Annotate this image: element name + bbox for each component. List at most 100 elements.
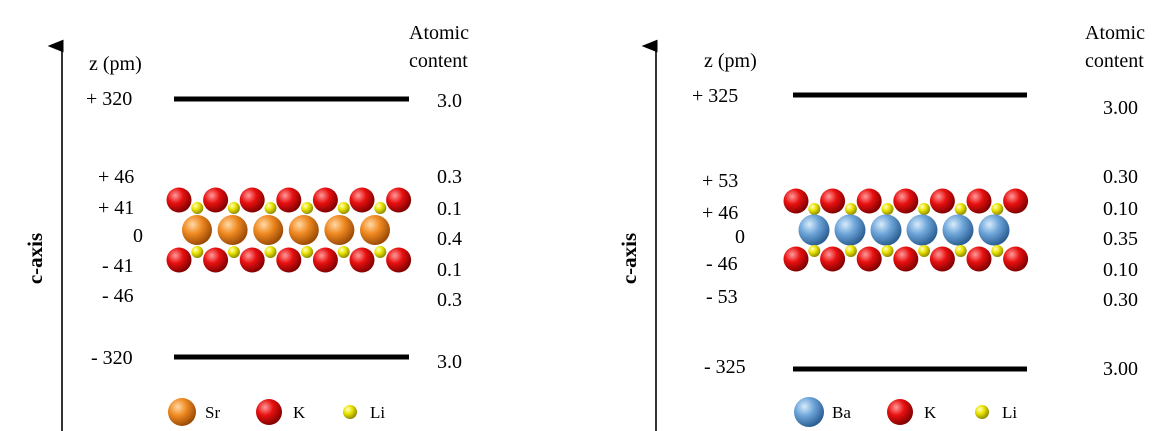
content-value: 3.0 xyxy=(437,351,462,373)
k-atom xyxy=(312,187,338,213)
k-atom xyxy=(893,188,919,214)
li-atom xyxy=(301,202,314,214)
k-atom xyxy=(386,187,412,213)
k-atom xyxy=(929,188,955,214)
atom-layer-middle xyxy=(798,214,1010,246)
ba-atom xyxy=(798,214,830,246)
li-atom xyxy=(808,203,821,215)
legend-icons xyxy=(794,397,989,427)
content-value: 0.1 xyxy=(437,259,462,281)
li-atom xyxy=(264,246,277,258)
content-value: 0.3 xyxy=(437,289,462,311)
legend-label: Li xyxy=(1002,403,1018,422)
panel-ba: c-axis z (pm) Atomic content + 325 + 53 … xyxy=(584,0,1168,431)
k-atom xyxy=(166,247,192,273)
z-value: + 53 xyxy=(702,170,739,192)
content-value: 0.30 xyxy=(1103,289,1138,311)
content-value: 3.00 xyxy=(1103,358,1138,380)
content-value: 3.0 xyxy=(437,90,462,112)
content-value: 0.1 xyxy=(437,198,462,220)
z-value: - 320 xyxy=(91,347,133,369)
li-atom-icon xyxy=(343,405,357,419)
li-atom xyxy=(374,246,387,258)
c-axis-label: c-axis xyxy=(23,232,48,285)
li-atom xyxy=(191,246,204,258)
li-atom xyxy=(227,202,240,214)
panel-sr-drawing xyxy=(47,39,412,431)
ba-atom xyxy=(978,214,1010,246)
content-value: 0.10 xyxy=(1103,198,1138,220)
z-value: - 41 xyxy=(102,255,134,277)
li-atom xyxy=(227,246,240,258)
z-header: z (pm) xyxy=(704,50,757,72)
li-atom-icon xyxy=(975,405,989,419)
sr-atom xyxy=(288,215,319,245)
k-atom xyxy=(166,187,192,213)
li-atom xyxy=(337,202,350,214)
k-atom xyxy=(349,247,375,273)
k-atom xyxy=(893,246,919,272)
z-value: + 46 xyxy=(98,166,135,188)
li-atom xyxy=(844,245,857,257)
k-atom xyxy=(312,247,338,273)
content-value: 0.10 xyxy=(1103,259,1138,281)
k-atom xyxy=(1003,246,1029,272)
k-atom xyxy=(386,247,412,273)
sr-atom xyxy=(182,215,212,245)
li-atom xyxy=(918,203,931,215)
z-value: + 46 xyxy=(702,202,739,224)
ba-atom xyxy=(906,214,938,246)
k-atom xyxy=(856,246,882,272)
k-atom xyxy=(276,187,302,213)
k-atom xyxy=(856,188,882,214)
content-value: 0.3 xyxy=(437,166,462,188)
k-atom xyxy=(966,188,992,214)
z-value: 0 xyxy=(133,225,143,247)
content-value: 0.30 xyxy=(1103,166,1138,188)
k-atom xyxy=(929,246,955,272)
li-atom xyxy=(991,203,1004,215)
z-value: - 46 xyxy=(102,285,134,307)
content-value: 0.35 xyxy=(1103,228,1138,250)
k-atom xyxy=(820,188,846,214)
z-value: + 320 xyxy=(86,88,133,110)
sr-atom xyxy=(253,215,284,245)
li-atom xyxy=(337,246,350,258)
k-atom xyxy=(349,187,375,213)
panel-ba-drawing xyxy=(641,39,1029,431)
k-atom xyxy=(203,187,229,213)
atom-layer-upper xyxy=(783,188,1029,215)
legend-label: Sr xyxy=(205,403,221,422)
z-value: + 41 xyxy=(98,197,135,219)
atom-layer-middle xyxy=(182,215,390,245)
content-header-line1: Atomic xyxy=(409,22,469,44)
k-atom xyxy=(1003,188,1029,214)
atom-layer-lower xyxy=(783,245,1029,272)
legend-label: K xyxy=(293,403,306,422)
k-atom xyxy=(239,187,265,213)
sr-atom xyxy=(217,215,248,245)
k-atom-icon xyxy=(256,399,282,425)
atom-layer-upper xyxy=(166,187,412,214)
content-value: 3.00 xyxy=(1103,97,1138,119)
k-atom xyxy=(966,246,992,272)
content-header-line2: content xyxy=(409,50,468,72)
ba-atom xyxy=(942,214,974,246)
content-value: 0.4 xyxy=(437,228,462,250)
li-atom xyxy=(808,245,821,257)
li-atom xyxy=(844,203,857,215)
z-value: - 53 xyxy=(706,286,738,308)
panel-sr: c-axis z (pm) Atomic content + 320 + 46 … xyxy=(23,22,469,431)
content-header-line1: Atomic xyxy=(1085,22,1145,44)
content-header-line2: content xyxy=(1085,50,1144,72)
li-atom xyxy=(954,203,967,215)
legend-label: Li xyxy=(370,403,386,422)
sr-atom xyxy=(360,215,390,245)
li-atom xyxy=(918,245,931,257)
z-value: - 325 xyxy=(704,356,746,378)
k-atom xyxy=(820,246,846,272)
sr-atom-icon xyxy=(168,398,196,426)
z-value: + 325 xyxy=(692,85,739,107)
li-atom xyxy=(954,245,967,257)
li-atom xyxy=(374,202,387,214)
